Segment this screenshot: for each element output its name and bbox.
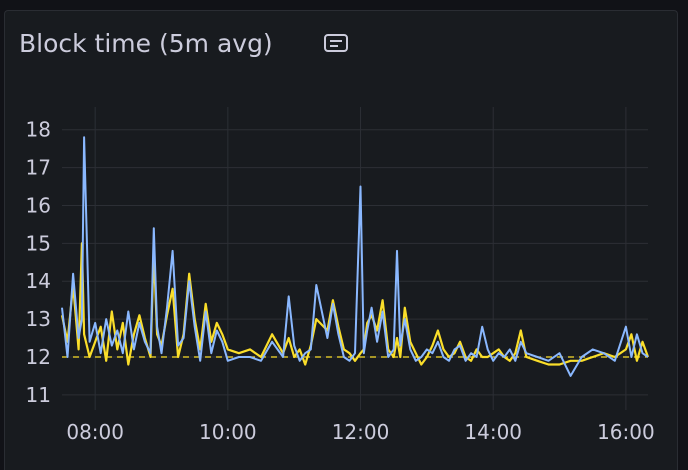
x-tick-label: 14:00 [464, 420, 522, 444]
grid-lines [62, 107, 648, 410]
y-tick-label: 14 [26, 269, 51, 293]
chart-panel: Block time (5m avg) [4, 10, 678, 470]
y-tick-label: 18 [26, 118, 51, 142]
x-tick-label: 10:00 [199, 420, 257, 444]
timeseries-chart[interactable]: 11 12 13 14 15 16 17 18 08:00 10:00 12:00 14:00 16:… [0, 0, 688, 460]
y-axis-labels: 11 12 13 14 15 16 17 18 [26, 118, 51, 407]
x-axis-labels: 08:00 10:00 12:00 14:00 16:00 [66, 420, 654, 444]
series-lines [60, 136, 650, 377]
info-note-icon[interactable] [323, 32, 349, 54]
y-tick-label: 12 [26, 345, 51, 369]
panel-title[interactable]: Block time (5m avg) [19, 29, 273, 58]
y-tick-label: 15 [26, 231, 51, 255]
y-tick-label: 17 [26, 156, 51, 180]
x-tick-label: 16:00 [597, 420, 655, 444]
x-tick-label: 08:00 [66, 420, 124, 444]
y-tick-label: 13 [26, 307, 51, 331]
y-tick-label: 11 [26, 383, 51, 407]
y-tick-label: 16 [26, 193, 51, 217]
series-line-1[interactable] [60, 242, 650, 366]
x-tick-label: 12:00 [332, 420, 390, 444]
series-line-2[interactable] [61, 136, 649, 377]
